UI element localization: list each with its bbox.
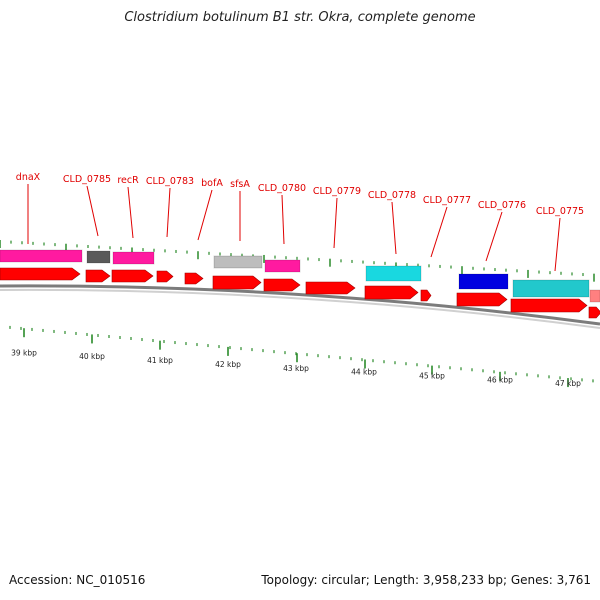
cds-feature: [264, 259, 301, 273]
gene-label-leader: [127, 186, 134, 239]
cds-arrow: [305, 281, 356, 295]
gene-label: CLD_0779: [313, 186, 361, 197]
cds-arrow: [212, 275, 262, 290]
kbp-label: 39 kbp: [11, 348, 37, 357]
tick-track: [0, 240, 595, 388]
cds-feature: [213, 255, 263, 269]
cds-arrow: [156, 270, 174, 283]
gene-label-leader: [333, 197, 338, 249]
genome-summary-text: Topology: circular; Length: 3,958,233 bp…: [261, 573, 591, 587]
kbp-label: 45 kbp: [419, 371, 445, 380]
gene-label: bofA: [201, 178, 223, 189]
gene-label: CLD_0775: [536, 206, 584, 217]
kbp-label-track: 39 kbp 40 kbp 41 kbp 42 kbp 43 kbp 44 kbp 45 k…: [11, 348, 581, 388]
kbp-label: 44 kbp: [351, 368, 377, 377]
kbp-label: 42 kbp: [215, 360, 241, 369]
gene-label: recR: [117, 175, 139, 186]
cds-arrow: [85, 269, 111, 283]
cds-arrow: [456, 292, 508, 307]
gene-label: CLD_0776: [478, 200, 526, 211]
gene-label-leader: [86, 185, 99, 237]
gene-label-leader: [554, 217, 561, 272]
cds-arrow: [588, 306, 600, 319]
accession-text: Accession: NC_010516: [9, 573, 146, 587]
genome-backbone-outer: [0, 284, 600, 326]
gene-label: CLD_0780: [258, 183, 306, 194]
cds-arrow: [420, 289, 432, 302]
cds-feature: [86, 250, 111, 264]
genome-title: Clostridium botulinum B1 str. Okra, comp…: [124, 10, 476, 25]
cds-feature: [512, 279, 590, 298]
gene-label: dnaX: [16, 172, 41, 183]
gene-label-leader: [197, 189, 213, 241]
cds-arrow: [263, 278, 301, 292]
gene-label: CLD_0777: [423, 195, 471, 206]
genome-backbone-inner: [0, 288, 600, 329]
kbp-label: 40 kbp: [79, 352, 105, 361]
cds-arrow: [364, 285, 419, 300]
feature-track: [0, 249, 600, 319]
cds-arrow: [0, 267, 81, 281]
gene-label: CLD_0785: [63, 174, 111, 185]
kbp-label: 46 kbp: [487, 375, 513, 384]
cds-feature: [589, 289, 600, 303]
cds-arrow: [111, 269, 154, 283]
gene-label-track: dnaX CLD_0785 recR CLD_0783 bofA sfsA CLD_0780…: [16, 172, 584, 272]
gene-label-leader: [166, 187, 171, 238]
gene-label: CLD_0778: [368, 190, 416, 201]
gene-label-leader: [485, 211, 503, 262]
cds-arrow: [510, 298, 588, 313]
cds-feature: [458, 273, 509, 290]
gene-label-leader: [281, 194, 285, 245]
cds-feature: [365, 265, 422, 282]
kbp-label: 47 kbp: [555, 379, 581, 388]
gene-label-leader: [391, 201, 397, 255]
kbp-label: 43 kbp: [283, 364, 309, 373]
kbp-label: 41 kbp: [147, 356, 173, 365]
gene-label: sfsA: [230, 179, 250, 190]
cds-feature: [112, 251, 155, 265]
cds-feature: [0, 249, 83, 263]
gene-label-leader: [430, 206, 448, 258]
gene-label: CLD_0783: [146, 176, 194, 187]
cds-arrow: [184, 272, 204, 285]
